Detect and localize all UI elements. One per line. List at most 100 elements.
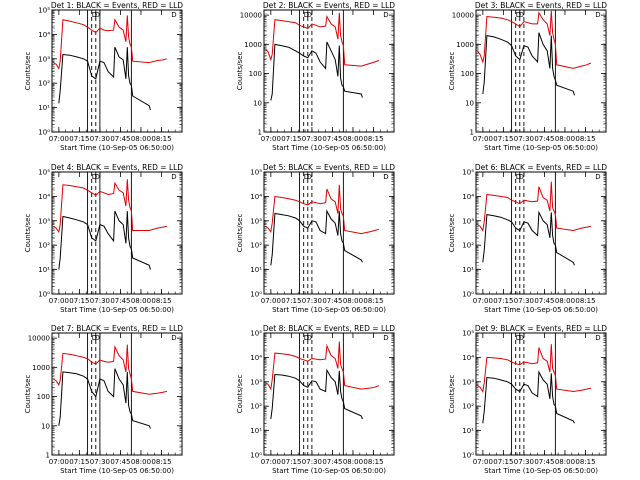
y-tick-label: 10⁵ [462,169,474,177]
x-tick-label: 08:15 [151,458,171,466]
events-series-line [482,370,575,424]
x-tick-label: 07:15 [69,297,89,305]
y-tick-label: 1 [46,452,50,460]
panel-title: Det 2: BLACK = Events, RED = LLD [263,1,395,10]
x-tick-label: 08:15 [575,297,595,305]
events-series-line [270,209,363,266]
y-axis-label: Counts/sec [24,52,32,91]
top-marker-label: D [516,11,521,19]
x-tick-label: 07:30 [90,297,110,305]
y-tick-label: 1 [470,129,474,137]
events-series-line [482,210,575,266]
y-axis-label: Counts/sec [448,52,456,91]
x-tick-label: 07:45 [322,458,342,466]
x-tick-label: 08:15 [151,135,171,143]
panel-title: Det 9: BLACK = Events, RED = LLD [475,324,607,333]
y-tick-label: 10⁰ [38,129,50,137]
x-tick-label: 08:00 [131,458,151,466]
plot-frame [475,9,607,133]
panel-title: Det 5: BLACK = Events, RED = LLD [263,163,395,172]
x-tick-label: 07:15 [281,135,301,143]
x-axis-label: Start Time (10-Sep-05 06:50:00) [60,467,174,475]
events-series-line [58,47,151,111]
top-marker-label: D [518,334,523,342]
x-tick-label: 08:15 [575,135,595,143]
y-tick-label: 10³ [38,217,50,225]
x-tick-label: 07:15 [69,458,89,466]
events-series-line [270,368,363,420]
lld-series-line [53,179,168,234]
x-axis-label: Start Time (10-Sep-05 06:50:00) [60,306,174,314]
x-tick-label: 07:30 [514,458,534,466]
y-tick-label: 10³ [462,378,474,386]
x-tick-label: 07:00 [261,458,281,466]
x-tick-label: 07:45 [110,135,130,143]
y-tick-label: 10000 [240,12,262,20]
y-tick-label: 10² [462,242,474,250]
y-tick-label: 10⁵ [38,7,50,15]
x-tick-label: 07:00 [261,135,281,143]
x-tick-label: 07:15 [281,458,301,466]
plot-frame [263,9,395,133]
plot-frame [51,9,183,133]
y-tick-label: 10 [41,422,50,430]
events-series-line [58,210,151,270]
x-tick-label: 08:00 [555,297,575,305]
y-tick-label: 10⁴ [250,354,262,362]
x-tick-label: 08:15 [151,297,171,305]
x-tick-label: 07:15 [281,297,301,305]
y-tick-label: 10⁰ [462,291,474,299]
lld-series-line [53,344,168,395]
top-marker-label: D [304,173,309,181]
x-tick-label: 07:00 [261,297,281,305]
x-tick-label: 08:00 [131,135,151,143]
y-tick-label: 100 [249,70,262,78]
x-tick-label: 07:45 [110,297,130,305]
x-tick-label: 07:00 [49,135,69,143]
y-tick-label: 10⁴ [38,31,50,39]
y-tick-label: 10³ [250,217,262,225]
y-tick-label: 1000 [32,364,50,372]
top-marker-label: D [306,173,311,181]
x-tick-label: 07:15 [69,135,89,143]
x-tick-label: 07:00 [473,297,493,305]
top-marker-label: D [383,173,388,181]
x-tick-label: 07:30 [90,135,110,143]
y-tick-label: 10⁰ [462,452,474,460]
y-tick-label: 10⁵ [250,330,262,338]
x-tick-label: 08:15 [363,297,383,305]
y-tick-label: 10¹ [462,427,474,435]
x-tick-label: 08:15 [363,135,383,143]
y-tick-label: 100 [461,70,474,78]
top-marker-label: D [171,11,176,19]
top-marker-label: D [518,173,523,181]
top-marker-label: D [383,334,388,342]
y-axis-label: Counts/sec [448,214,456,253]
x-tick-label: 07:45 [110,458,130,466]
y-tick-label: 1 [258,129,262,137]
y-tick-label: 1000 [244,41,262,49]
y-tick-label: 10⁵ [38,169,50,177]
x-axis-label: Start Time (10-Sep-05 06:50:00) [484,467,598,475]
x-tick-label: 07:00 [473,458,493,466]
lld-series-line [53,15,168,70]
x-tick-label: 07:45 [322,135,342,143]
y-tick-label: 10³ [250,378,262,386]
panel-title: Det 7: BLACK = Events, RED = LLD [51,324,183,333]
panel-title: Det 3: BLACK = Events, RED = LLD [475,1,607,10]
y-tick-label: 10² [38,80,50,88]
plot-frame [475,171,607,295]
x-tick-label: 08:15 [575,458,595,466]
plot-frame [51,171,183,295]
y-tick-label: 10³ [38,55,50,63]
panel-title: Det 8: BLACK = Events, RED = LLD [263,324,395,333]
x-tick-label: 07:30 [302,458,322,466]
top-marker-label: D [306,11,311,19]
top-marker-label: D [518,11,523,19]
x-tick-label: 07:00 [49,458,69,466]
y-tick-label: 10³ [462,217,474,225]
y-tick-label: 1000 [456,41,474,49]
